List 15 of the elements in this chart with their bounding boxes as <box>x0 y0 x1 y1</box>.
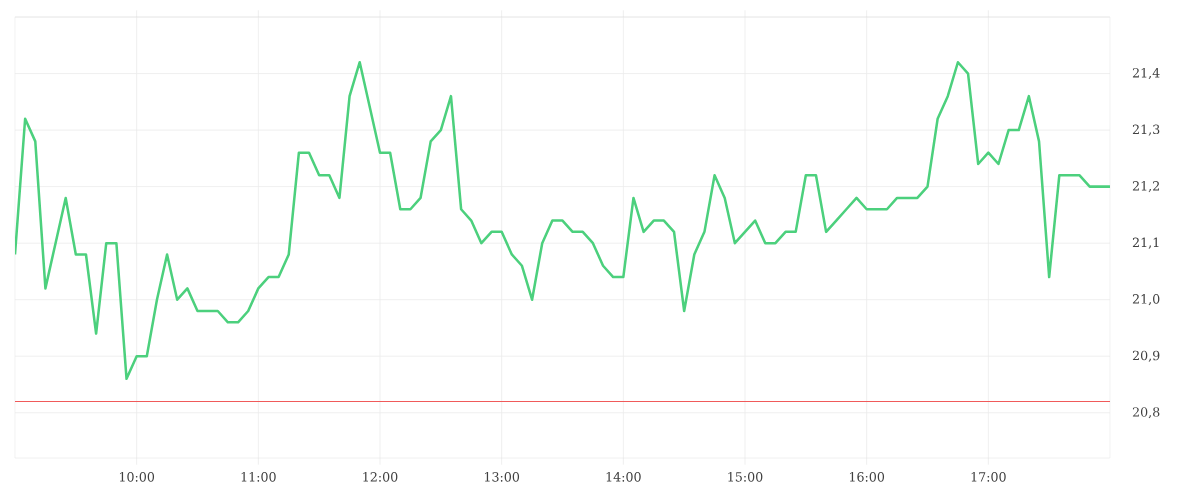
x-tick-label: 10:00 <box>119 472 155 482</box>
y-tick-label: 21,2 <box>1132 181 1159 193</box>
x-tick-label: 17:00 <box>971 472 1006 482</box>
x-tick-label: 12:00 <box>363 472 398 482</box>
x-tick-label: 14:00 <box>606 472 641 482</box>
x-tick-label: 11:00 <box>241 472 276 482</box>
x-tick-label: 15:00 <box>728 472 763 482</box>
x-tick-label: 16:00 <box>849 472 885 482</box>
y-tick-label: 21,4 <box>1132 67 1160 80</box>
x-tick-label: 13:00 <box>484 472 520 482</box>
y-tick-label: 21,1 <box>1132 237 1159 249</box>
y-tick-label: 21,3 <box>1132 124 1160 136</box>
y-tick-label: 20,8 <box>1132 407 1160 419</box>
y-tick-label: 21,0 <box>1132 294 1160 306</box>
y-tick-label: 20,9 <box>1132 350 1160 362</box>
